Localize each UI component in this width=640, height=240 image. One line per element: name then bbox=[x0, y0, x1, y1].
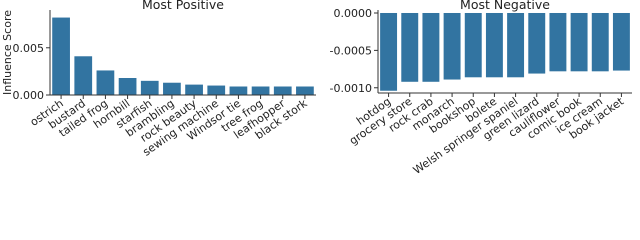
bar bbox=[380, 12, 398, 91]
bar bbox=[443, 12, 461, 80]
bar bbox=[229, 86, 248, 95]
bar bbox=[612, 12, 630, 71]
bar bbox=[207, 85, 226, 95]
y-tick-label: 0.000 bbox=[13, 89, 45, 102]
chart-title: Most Negative bbox=[460, 0, 550, 12]
bar bbox=[273, 86, 292, 95]
bar bbox=[74, 56, 93, 95]
bar bbox=[422, 12, 440, 82]
bar bbox=[570, 12, 588, 72]
bar bbox=[591, 12, 609, 72]
chart-title: Most Positive bbox=[142, 0, 224, 12]
bar bbox=[251, 86, 270, 95]
bar bbox=[464, 12, 482, 78]
bar bbox=[507, 12, 525, 78]
y-tick-label: 0.0000 bbox=[334, 7, 373, 20]
bar bbox=[401, 12, 419, 82]
y-axis-label: Influence Score bbox=[1, 10, 14, 95]
y-tick-label: -0.0010 bbox=[330, 82, 372, 95]
bar bbox=[52, 17, 70, 95]
bar bbox=[140, 80, 159, 95]
bar bbox=[296, 86, 314, 95]
y-tick-label: -0.0005 bbox=[330, 44, 372, 57]
bar bbox=[185, 84, 203, 95]
y-tick-label: 0.005 bbox=[13, 42, 45, 55]
bar bbox=[528, 12, 546, 74]
bar bbox=[163, 82, 181, 95]
bar bbox=[118, 78, 137, 95]
bar bbox=[549, 12, 567, 72]
bar bbox=[96, 70, 115, 95]
bar bbox=[485, 12, 503, 78]
